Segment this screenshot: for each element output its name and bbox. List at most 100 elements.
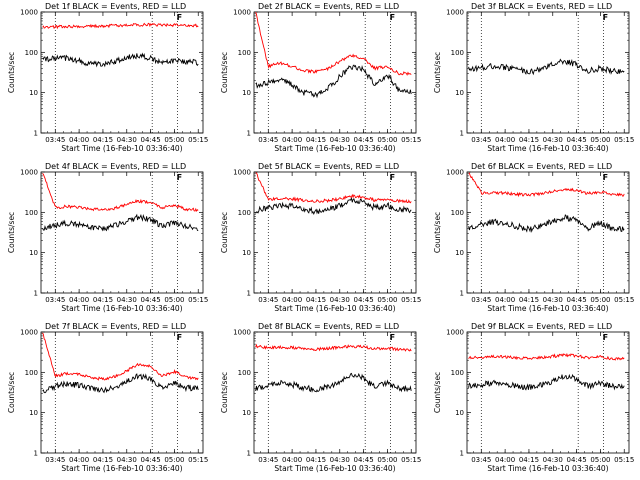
y-axis-label: Counts/sec (7, 372, 16, 413)
x-axis-label: Start Time (16-Feb-10 03:36:40) (487, 304, 608, 313)
y-tick-label: 10 (29, 409, 38, 417)
x-tick-label: 04:30 (117, 296, 137, 304)
x-tick-label: 04:00 (282, 456, 302, 464)
y-tick-label: 1000 (233, 169, 251, 177)
x-tick-label: 04:00 (69, 296, 89, 304)
events-series-line (468, 373, 625, 391)
x-tick-label: 03:45 (45, 456, 65, 464)
flag-marker-label: F (177, 333, 182, 342)
x-axis-label: Start Time (16-Feb-10 03:36:40) (61, 304, 182, 313)
x-tick-label: 04:45 (566, 456, 586, 464)
x-tick-label: 04:45 (140, 456, 160, 464)
plot-frame (253, 171, 417, 294)
y-axis-label: Counts/sec (433, 372, 442, 413)
x-tick-label: 04:00 (69, 456, 89, 464)
chart-svg: Det 4f BLACK = Events, RED = LLD 1 10 100 10… (7, 162, 208, 313)
x-axis-label: Start Time (16-Feb-10 03:36:40) (487, 144, 608, 153)
y-tick-label: 1 (247, 130, 251, 138)
y-tick-label: 10 (242, 249, 251, 257)
x-tick-label: 05:15 (614, 456, 634, 464)
x-tick-label: 04:15 (519, 456, 539, 464)
lld-series-line (468, 172, 625, 198)
x-tick-label: 04:30 (543, 296, 563, 304)
y-axis-label: Counts/sec (7, 212, 16, 253)
x-tick-label: 05:00 (164, 136, 184, 144)
chart-title: Det 9f BLACK = Events, RED = LLD (471, 322, 612, 331)
y-axis-label: Counts/sec (433, 212, 442, 253)
x-tick-label: 05:15 (401, 296, 421, 304)
plot-frame (40, 171, 204, 294)
chart-svg: Det 6f BLACK = Events, RED = LLD 1 10 100 10… (433, 162, 634, 313)
x-tick-label: 04:15 (519, 136, 539, 144)
flag-marker-label: F (603, 173, 608, 182)
y-axis-label: Counts/sec (220, 52, 229, 93)
chart-svg: Det 5f BLACK = Events, RED = LLD 1 10 100 10… (220, 162, 421, 313)
x-tick-label: 03:45 (471, 456, 491, 464)
chart-svg: Det 3f BLACK = Events, RED = LLD 1 10 100 10… (433, 2, 634, 153)
y-tick-label: 100 (25, 369, 38, 377)
x-tick-label: 04:00 (495, 136, 515, 144)
y-axis-label: Counts/sec (220, 212, 229, 253)
y-tick-label: 100 (238, 209, 251, 217)
x-tick-label: 04:30 (117, 456, 137, 464)
x-tick-label: 03:45 (471, 296, 491, 304)
lld-series-line (255, 11, 412, 76)
chart-panel-det-2f: Det 2f BLACK = Events, RED = LLD 1 10 100 10… (213, 0, 426, 160)
y-tick-label: 1 (34, 290, 38, 298)
chart-panel-det-4f: Det 4f BLACK = Events, RED = LLD 1 10 100 10… (0, 160, 213, 320)
x-axis-label: Start Time (16-Feb-10 03:36:40) (61, 144, 182, 153)
y-tick-label: 10 (29, 89, 38, 97)
x-tick-label: 04:45 (353, 456, 373, 464)
y-tick-label: 1 (247, 290, 251, 298)
chart-panel-det-8f: Det 8f BLACK = Events, RED = LLD 1 10 100 10… (213, 320, 426, 480)
y-tick-label: 1 (460, 130, 464, 138)
x-axis-label: Start Time (16-Feb-10 03:36:40) (274, 304, 395, 313)
y-tick-label: 100 (25, 49, 38, 57)
flag-marker-label: F (390, 173, 395, 182)
y-tick-label: 1000 (20, 169, 38, 177)
y-tick-label: 10 (455, 409, 464, 417)
y-axis-label: Counts/sec (220, 372, 229, 413)
x-tick-label: 04:45 (140, 136, 160, 144)
chart-title: Det 8f BLACK = Events, RED = LLD (258, 322, 399, 331)
x-tick-label: 05:00 (590, 136, 610, 144)
x-tick-label: 05:00 (590, 296, 610, 304)
y-tick-label: 1000 (20, 9, 38, 17)
x-tick-label: 04:30 (117, 136, 137, 144)
plot-frame (40, 11, 204, 134)
events-series-line (42, 213, 199, 232)
flag-marker-label: F (603, 13, 608, 22)
x-tick-label: 04:00 (495, 456, 515, 464)
x-axis-label: Start Time (16-Feb-10 03:36:40) (487, 464, 608, 473)
events-series-line (42, 373, 199, 394)
y-tick-label: 1 (34, 450, 38, 458)
lld-series-line (42, 332, 199, 381)
x-tick-label: 04:45 (566, 296, 586, 304)
x-tick-label: 05:15 (188, 136, 208, 144)
x-tick-label: 03:45 (258, 456, 278, 464)
x-tick-label: 04:00 (495, 296, 515, 304)
y-tick-label: 1000 (446, 329, 464, 337)
chart-title: Det 1f BLACK = Events, RED = LLD (45, 2, 186, 11)
x-tick-label: 05:00 (377, 456, 397, 464)
lld-series-line (255, 343, 412, 352)
x-tick-label: 05:00 (590, 456, 610, 464)
events-series-line (468, 214, 625, 233)
x-tick-label: 04:45 (353, 296, 373, 304)
chart-svg: Det 7f BLACK = Events, RED = LLD 1 10 100 10… (7, 322, 208, 473)
x-tick-label: 05:15 (188, 296, 208, 304)
y-axis-label: Counts/sec (7, 52, 16, 93)
lld-series-line (42, 22, 199, 30)
y-tick-label: 1000 (233, 9, 251, 17)
y-tick-label: 1 (247, 450, 251, 458)
chart-title: Det 7f BLACK = Events, RED = LLD (45, 322, 186, 331)
chart-svg: Det 1f BLACK = Events, RED = LLD 1 10 100 10… (7, 2, 208, 153)
y-tick-label: 100 (25, 209, 38, 217)
y-tick-label: 100 (238, 49, 251, 57)
lld-series-line (42, 173, 199, 212)
x-tick-label: 05:15 (614, 296, 634, 304)
x-tick-label: 04:15 (306, 296, 326, 304)
x-tick-label: 04:45 (353, 136, 373, 144)
x-tick-label: 04:15 (93, 136, 113, 144)
x-axis-label: Start Time (16-Feb-10 03:36:40) (274, 144, 395, 153)
